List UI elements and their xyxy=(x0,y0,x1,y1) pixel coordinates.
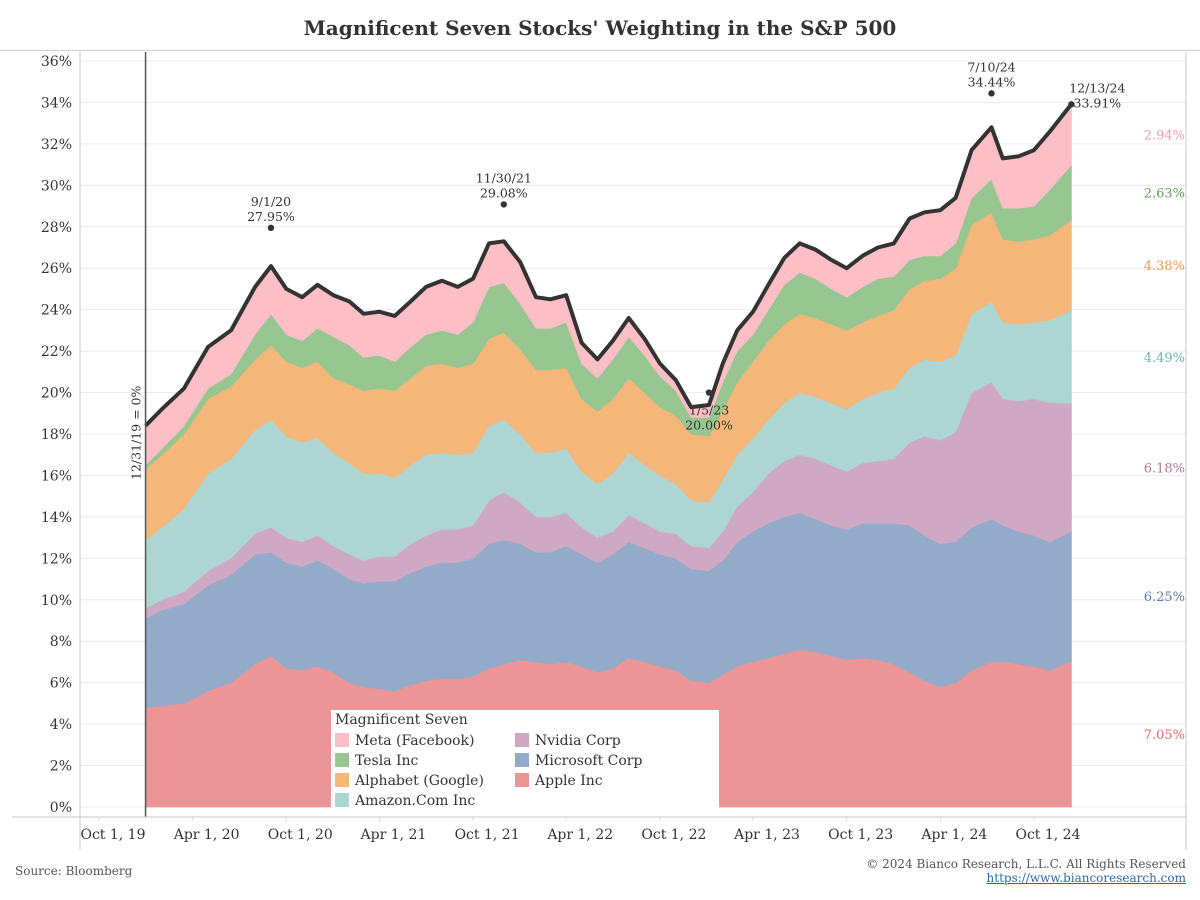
legend-swatch-amazon xyxy=(335,793,349,807)
end-label: 4.49% xyxy=(1144,351,1185,366)
legend-label: Alphabet (Google) xyxy=(355,773,484,789)
y-tick-label: 16% xyxy=(41,468,72,484)
legend-swatch-apple xyxy=(515,773,529,787)
legend-label: Microsoft Corp xyxy=(535,753,643,769)
y-tick-label: 6% xyxy=(50,676,72,692)
x-tick-label: Apr 1, 20 xyxy=(173,827,240,843)
y-tick-label: 22% xyxy=(41,344,72,360)
annotation-date: 11/30/21 xyxy=(476,170,532,185)
legend-label: Amazon.Com Inc xyxy=(355,793,476,809)
legend-item-tesla[interactable]: Tesla Inc xyxy=(335,751,418,771)
chart-title: Magnificent Seven Stocks' Weighting in t… xyxy=(303,16,897,40)
annotation-value: 34.44% xyxy=(968,74,1016,89)
annotation-value: 29.08% xyxy=(480,185,528,200)
end-label: 2.63% xyxy=(1144,186,1185,201)
y-tick-label: 0% xyxy=(50,800,72,816)
legend-item-microsoft[interactable]: Microsoft Corp xyxy=(515,751,642,771)
x-tick-label: Apr 1, 23 xyxy=(733,827,800,843)
legend-item-meta[interactable]: Meta (Facebook) xyxy=(335,731,475,751)
y-tick-label: 28% xyxy=(41,220,72,236)
legend-swatch-tesla xyxy=(335,753,349,767)
annotation-date: 1/5/23 xyxy=(689,403,729,418)
legend-label: Nvidia Corp xyxy=(535,733,621,749)
y-tick-label: 26% xyxy=(41,261,72,277)
website-link[interactable]: https://www.biancoresearch.com xyxy=(986,871,1186,885)
end-label: 2.94% xyxy=(1144,129,1185,144)
x-tick-label: Apr 1, 21 xyxy=(360,827,427,843)
y-tick-label: 34% xyxy=(41,95,72,111)
x-tick-label: Oct 1, 19 xyxy=(80,827,145,843)
source-note: Source: Bloomberg xyxy=(15,864,133,878)
y-tick-label: 32% xyxy=(41,137,72,153)
end-label: 6.25% xyxy=(1144,590,1185,605)
y-tick-label: 12% xyxy=(41,551,72,567)
legend-swatch-alphabet xyxy=(335,773,349,787)
legend-item-amazon[interactable]: Amazon.Com Inc xyxy=(335,791,475,811)
copyright-block: © 2024 Bianco Research, L.L.C. All Right… xyxy=(866,857,1186,885)
annotation-date: 7/10/24 xyxy=(967,59,1015,74)
end-label: 6.18% xyxy=(1144,461,1185,476)
y-axis-ticks: 0% 2% 4% 6% 8% 10% 12% 14% 16% 18% 20% 22% 24% 26% 28%… xyxy=(41,54,72,816)
y-tick-label: 14% xyxy=(41,510,72,526)
y-tick-label: 24% xyxy=(41,303,72,319)
total-weight-line xyxy=(144,102,1073,428)
legend: Magnificent Seven Meta (Facebook) Tesla … xyxy=(331,710,719,812)
annotation-value: 33.91% xyxy=(1074,95,1122,110)
legend-label: Meta (Facebook) xyxy=(355,733,475,749)
annotation-point xyxy=(1068,101,1075,108)
title-divider xyxy=(0,50,1200,51)
legend-title: Magnificent Seven xyxy=(335,712,468,728)
y-tick-label: 4% xyxy=(50,717,72,733)
copyright-text: © 2024 Bianco Research, L.L.C. All Right… xyxy=(866,857,1186,871)
x-axis-ticks: Oct 1, 19 Apr 1, 20 Oct 1, 20 Apr 1, 21 Oct … xyxy=(80,817,1081,843)
x-tick-label: Oct 1, 22 xyxy=(641,827,706,843)
x-tick-label: Oct 1, 21 xyxy=(455,827,520,843)
annotation-point xyxy=(267,224,275,232)
y-tick-label: 10% xyxy=(41,593,72,609)
legend-label: Apple Inc xyxy=(535,773,603,789)
legend-item-nvidia[interactable]: Nvidia Corp xyxy=(515,731,621,751)
y-tick-label: 18% xyxy=(41,427,72,443)
stacked-areas xyxy=(144,52,1073,817)
y-tick-label: 30% xyxy=(41,178,72,194)
end-label: 7.05% xyxy=(1144,728,1185,743)
annotation-point xyxy=(988,90,995,97)
annotation-date: 9/1/20 xyxy=(251,194,291,209)
axes xyxy=(12,52,1187,850)
annotation-date: 12/13/24 xyxy=(1069,80,1125,95)
annotation-value: 27.95% xyxy=(247,209,295,224)
legend-item-apple[interactable]: Apple Inc xyxy=(515,771,603,791)
baseline-annotation: 12/31/19 = 0% xyxy=(129,385,144,480)
annotation-point xyxy=(705,389,713,396)
y-tick-label: 8% xyxy=(50,634,72,650)
x-tick-label: Oct 1, 24 xyxy=(1015,827,1080,843)
legend-swatch-nvidia xyxy=(515,733,529,747)
y-tick-label: 20% xyxy=(41,386,72,402)
end-value-labels: 7.05% 6.25% 6.18% 4.49% 4.38% 2.63% 2.94% xyxy=(1144,129,1185,743)
x-tick-label: Apr 1, 22 xyxy=(546,827,613,843)
x-tick-label: Oct 1, 23 xyxy=(828,827,893,843)
annotation-point xyxy=(500,201,508,208)
y-tick-label: 2% xyxy=(50,759,72,775)
legend-swatch-microsoft xyxy=(515,753,529,767)
legend-label: Tesla Inc xyxy=(355,753,419,769)
x-tick-label: Oct 1, 20 xyxy=(268,827,333,843)
end-label: 4.38% xyxy=(1144,259,1185,274)
legend-swatch-meta xyxy=(335,733,349,747)
y-tick-label: 36% xyxy=(41,54,72,70)
x-tick-label: Apr 1, 24 xyxy=(920,827,987,843)
legend-item-alphabet[interactable]: Alphabet (Google) xyxy=(335,771,484,791)
annotation-value: 20.00% xyxy=(685,418,733,433)
